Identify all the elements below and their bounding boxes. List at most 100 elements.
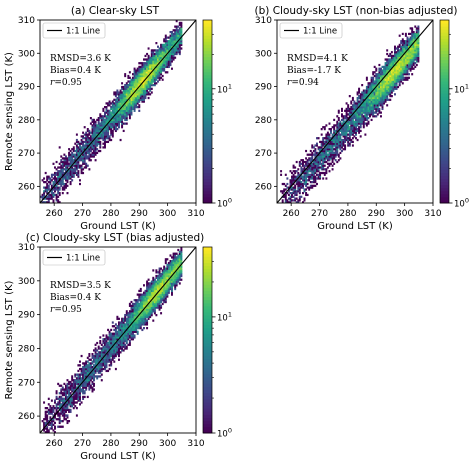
density-cell: [47, 177, 50, 180]
density-cell: [133, 78, 136, 81]
density-cell: [77, 162, 80, 165]
density-cell: [381, 76, 384, 79]
density-cell: [104, 113, 106, 116]
density-cell: [358, 104, 361, 107]
density-cell: [83, 126, 86, 129]
density-cell: [111, 106, 114, 109]
density-cell: [392, 63, 395, 67]
density-cell: [294, 184, 297, 187]
density-cell: [107, 140, 110, 144]
density-cell: [283, 182, 286, 186]
density-cell: [118, 98, 120, 101]
density-cell: [328, 151, 331, 155]
density-cell: [68, 162, 71, 165]
density-cell: [93, 384, 95, 387]
density-cell: [139, 85, 142, 89]
density-cell: [72, 384, 75, 387]
density-cell: [141, 71, 144, 74]
density-cell: [326, 140, 329, 144]
density-cell: [370, 109, 373, 112]
density-cell: [89, 358, 92, 361]
density-cell: [110, 358, 113, 361]
density-cell: [392, 62, 395, 65]
density-cell: [298, 197, 301, 200]
density-cell: [136, 308, 139, 311]
density-cell: [298, 190, 301, 193]
density-cell: [337, 138, 340, 142]
density-cell: [52, 414, 55, 417]
density-cell: [387, 58, 390, 61]
density-cell: [47, 420, 50, 423]
density-cell: [390, 76, 393, 79]
density-cell: [386, 78, 389, 81]
density-cell: [72, 164, 75, 167]
density-cell: [365, 107, 368, 111]
density-cell: [164, 45, 167, 48]
density-cell: [46, 421, 49, 425]
density-cell: [169, 274, 172, 278]
density-cell: [118, 343, 120, 346]
density-cell: [116, 351, 119, 354]
density-cell: [58, 182, 61, 186]
density-cell: [49, 177, 52, 180]
density-cell: [116, 317, 119, 320]
density-cell: [65, 170, 67, 173]
density-cell: [110, 113, 113, 116]
density-cell: [121, 98, 124, 101]
density-cell: [380, 76, 382, 79]
density-cell: [306, 170, 309, 173]
density-cell: [398, 54, 401, 58]
density-cell: [174, 49, 177, 52]
density-cell: [389, 76, 392, 79]
colorbar-segment: [203, 102, 212, 106]
density-cell: [141, 302, 144, 306]
density-cell: [144, 317, 147, 320]
density-cell: [46, 182, 49, 186]
density-cell: [85, 382, 88, 386]
density-cell: [401, 78, 404, 81]
density-cell: [74, 379, 77, 382]
density-cell: [317, 177, 320, 180]
density-cell: [104, 122, 106, 125]
density-cell: [322, 168, 325, 171]
density-cell: [146, 85, 149, 89]
density-cell: [147, 284, 150, 287]
density-cell: [146, 91, 149, 94]
density-cell: [86, 144, 89, 147]
density-cell: [77, 159, 80, 162]
density-cell: [149, 85, 152, 89]
density-cell: [331, 155, 334, 158]
density-cell: [150, 78, 153, 81]
density-cell: [384, 65, 387, 69]
density-cell: [150, 80, 153, 83]
density-cell: [132, 78, 134, 81]
density-cell: [323, 173, 326, 176]
density-cell: [122, 115, 125, 118]
density-cell: [141, 98, 144, 101]
density-cell: [41, 195, 44, 198]
density-cell: [138, 317, 141, 320]
density-cell: [409, 63, 412, 67]
density-cell: [341, 129, 343, 133]
density-cell: [79, 151, 81, 155]
density-cell: [144, 289, 147, 293]
density-cell: [291, 181, 293, 184]
density-cell: [83, 144, 86, 147]
colorbar-segment: [440, 93, 449, 97]
density-cell: [143, 96, 145, 100]
density-cell: [373, 106, 376, 109]
x-tick-label: 310: [187, 439, 204, 449]
density-cell: [113, 360, 116, 363]
density-cell: [389, 73, 392, 76]
density-cell: [105, 126, 108, 129]
density-cell: [298, 160, 301, 164]
density-cell: [93, 126, 95, 129]
density-cell: [114, 107, 117, 111]
density-cell: [166, 289, 169, 293]
density-cell: [66, 171, 69, 175]
density-cell: [171, 54, 173, 58]
density-cell: [380, 69, 382, 72]
density-cell: [111, 115, 114, 118]
colorbar-segment: [440, 108, 449, 112]
density-cell: [373, 91, 376, 94]
